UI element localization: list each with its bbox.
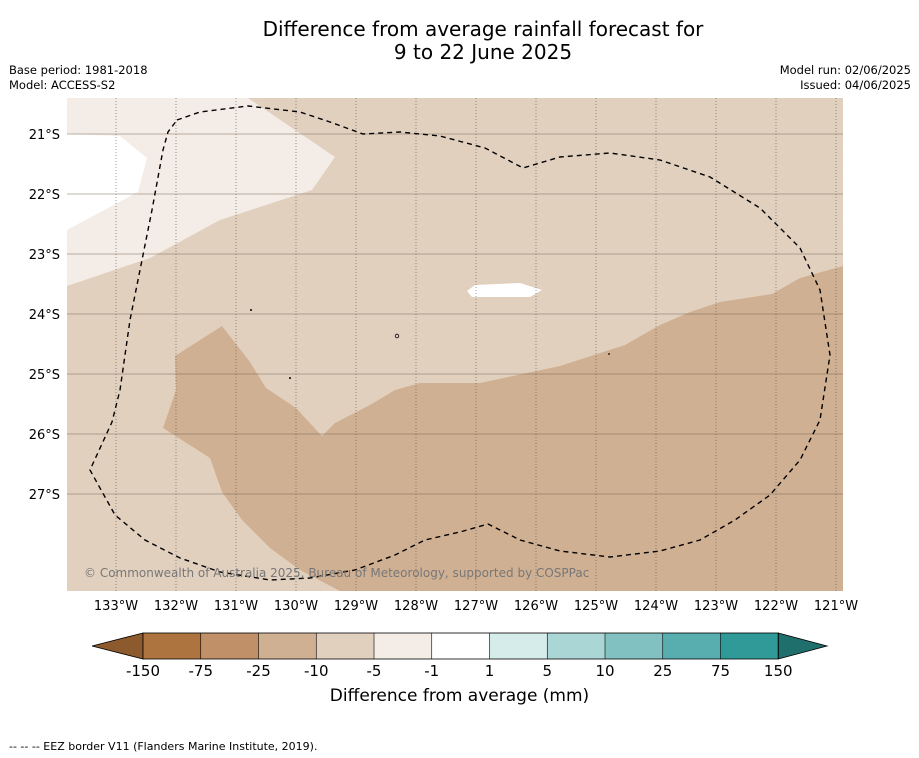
colorbar-arrow-right [777, 632, 829, 660]
colorbar: -150 -75 -25 -10 -5 -1 1 5 10 25 75 150 [91, 632, 829, 680]
latitude-label: 25°S [29, 368, 60, 383]
longitude-label: 133°W [94, 599, 138, 614]
eez-legend: -- -- -- EEZ border V11 (Flanders Marine… [9, 740, 318, 753]
colorbar-segment [489, 633, 548, 659]
latitude-label: 23°S [29, 248, 60, 263]
longitude-label: 122°W [754, 599, 798, 614]
longitude-label: 124°W [634, 599, 678, 614]
region-white-nw [67, 98, 147, 230]
region-white-patch [467, 283, 542, 297]
colorbar-segment [605, 633, 663, 659]
region-dark [163, 266, 843, 591]
map-title: Difference from average rainfall forecas… [0, 18, 919, 64]
model-run: Model run: 02/06/2025 [779, 63, 911, 77]
colorbar-segment [316, 633, 374, 659]
latitude-label: 24°S [29, 308, 60, 323]
longitude-label: 127°W [454, 599, 498, 614]
colorbar-tick-label: 10 [595, 662, 614, 680]
colorbar-segment [374, 633, 432, 659]
issued-date: Issued: 04/06/2025 [800, 78, 911, 92]
colorbar-segment [143, 633, 201, 659]
colorbar-tick-label: -150 [126, 662, 160, 680]
longitude-label: 128°W [394, 599, 438, 614]
colorbar-tick-label: 25 [653, 662, 672, 680]
longitude-label: 132°W [154, 599, 198, 614]
colorbar-segment [720, 633, 779, 659]
latitude-label: 26°S [29, 428, 60, 443]
eez-border [89, 105, 831, 581]
colorbar-tick-label: 5 [542, 662, 552, 680]
latitude-labels: 21°S 22°S 23°S 24°S 25°S 26°S 27°S [29, 128, 60, 503]
colorbar-segment [258, 633, 317, 659]
colorbar-tick-label: -10 [304, 662, 329, 680]
colorbar-segment [547, 633, 605, 659]
colorbar-tick-label: 75 [711, 662, 730, 680]
colorbar-tick-label: -1 [424, 662, 439, 680]
colorbar-segment [662, 633, 721, 659]
longitude-label: 126°W [514, 599, 558, 614]
colorbar-segment [431, 633, 490, 659]
colorbar-segment [200, 633, 259, 659]
colorbar-arrow-left [91, 632, 144, 660]
colorbar-tick-label: -75 [189, 662, 214, 680]
longitude-label: 121°W [814, 599, 858, 614]
colorbar-tick-label: -5 [367, 662, 382, 680]
model-name: Model: ACCESS-S2 [9, 78, 116, 92]
colorbar-tick-label: 150 [764, 662, 793, 680]
region-light [67, 98, 335, 286]
latitude-label: 21°S [29, 128, 60, 143]
colorbar-frame [142, 632, 779, 660]
latitude-label: 22°S [29, 188, 60, 203]
meta-left: Base period: 1981-2018 Model: ACCESS-S2 [9, 63, 148, 93]
colorbar-tick-label: 1 [485, 662, 495, 680]
longitude-label: 131°W [214, 599, 258, 614]
title-line-2: 9 to 22 June 2025 [393, 40, 573, 64]
base-period: Base period: 1981-2018 [9, 63, 148, 77]
title-line-1: Difference from average rainfall forecas… [262, 17, 704, 41]
island-marks [250, 309, 610, 379]
map-area: © Commonwealth of Australia 2025, Bureau… [67, 98, 843, 591]
longitude-labels: 133°W 132°W 131°W 130°W 129°W 128°W 127°W 126°W… [94, 599, 858, 614]
colorbar-title: Difference from average (mm) [329, 686, 590, 706]
longitude-label: 130°W [274, 599, 318, 614]
meta-right: Model run: 02/06/2025 Issued: 04/06/2025 [780, 63, 911, 93]
latitude-label: 27°S [29, 488, 60, 503]
gridlines [67, 98, 843, 591]
copyright-text: © Commonwealth of Australia 2025, Bureau… [84, 566, 589, 580]
longitude-label: 129°W [334, 599, 378, 614]
region-light-band [67, 98, 248, 132]
longitude-label: 125°W [574, 599, 618, 614]
colorbar-tick-label: -25 [246, 662, 271, 680]
longitude-label: 123°W [694, 599, 738, 614]
